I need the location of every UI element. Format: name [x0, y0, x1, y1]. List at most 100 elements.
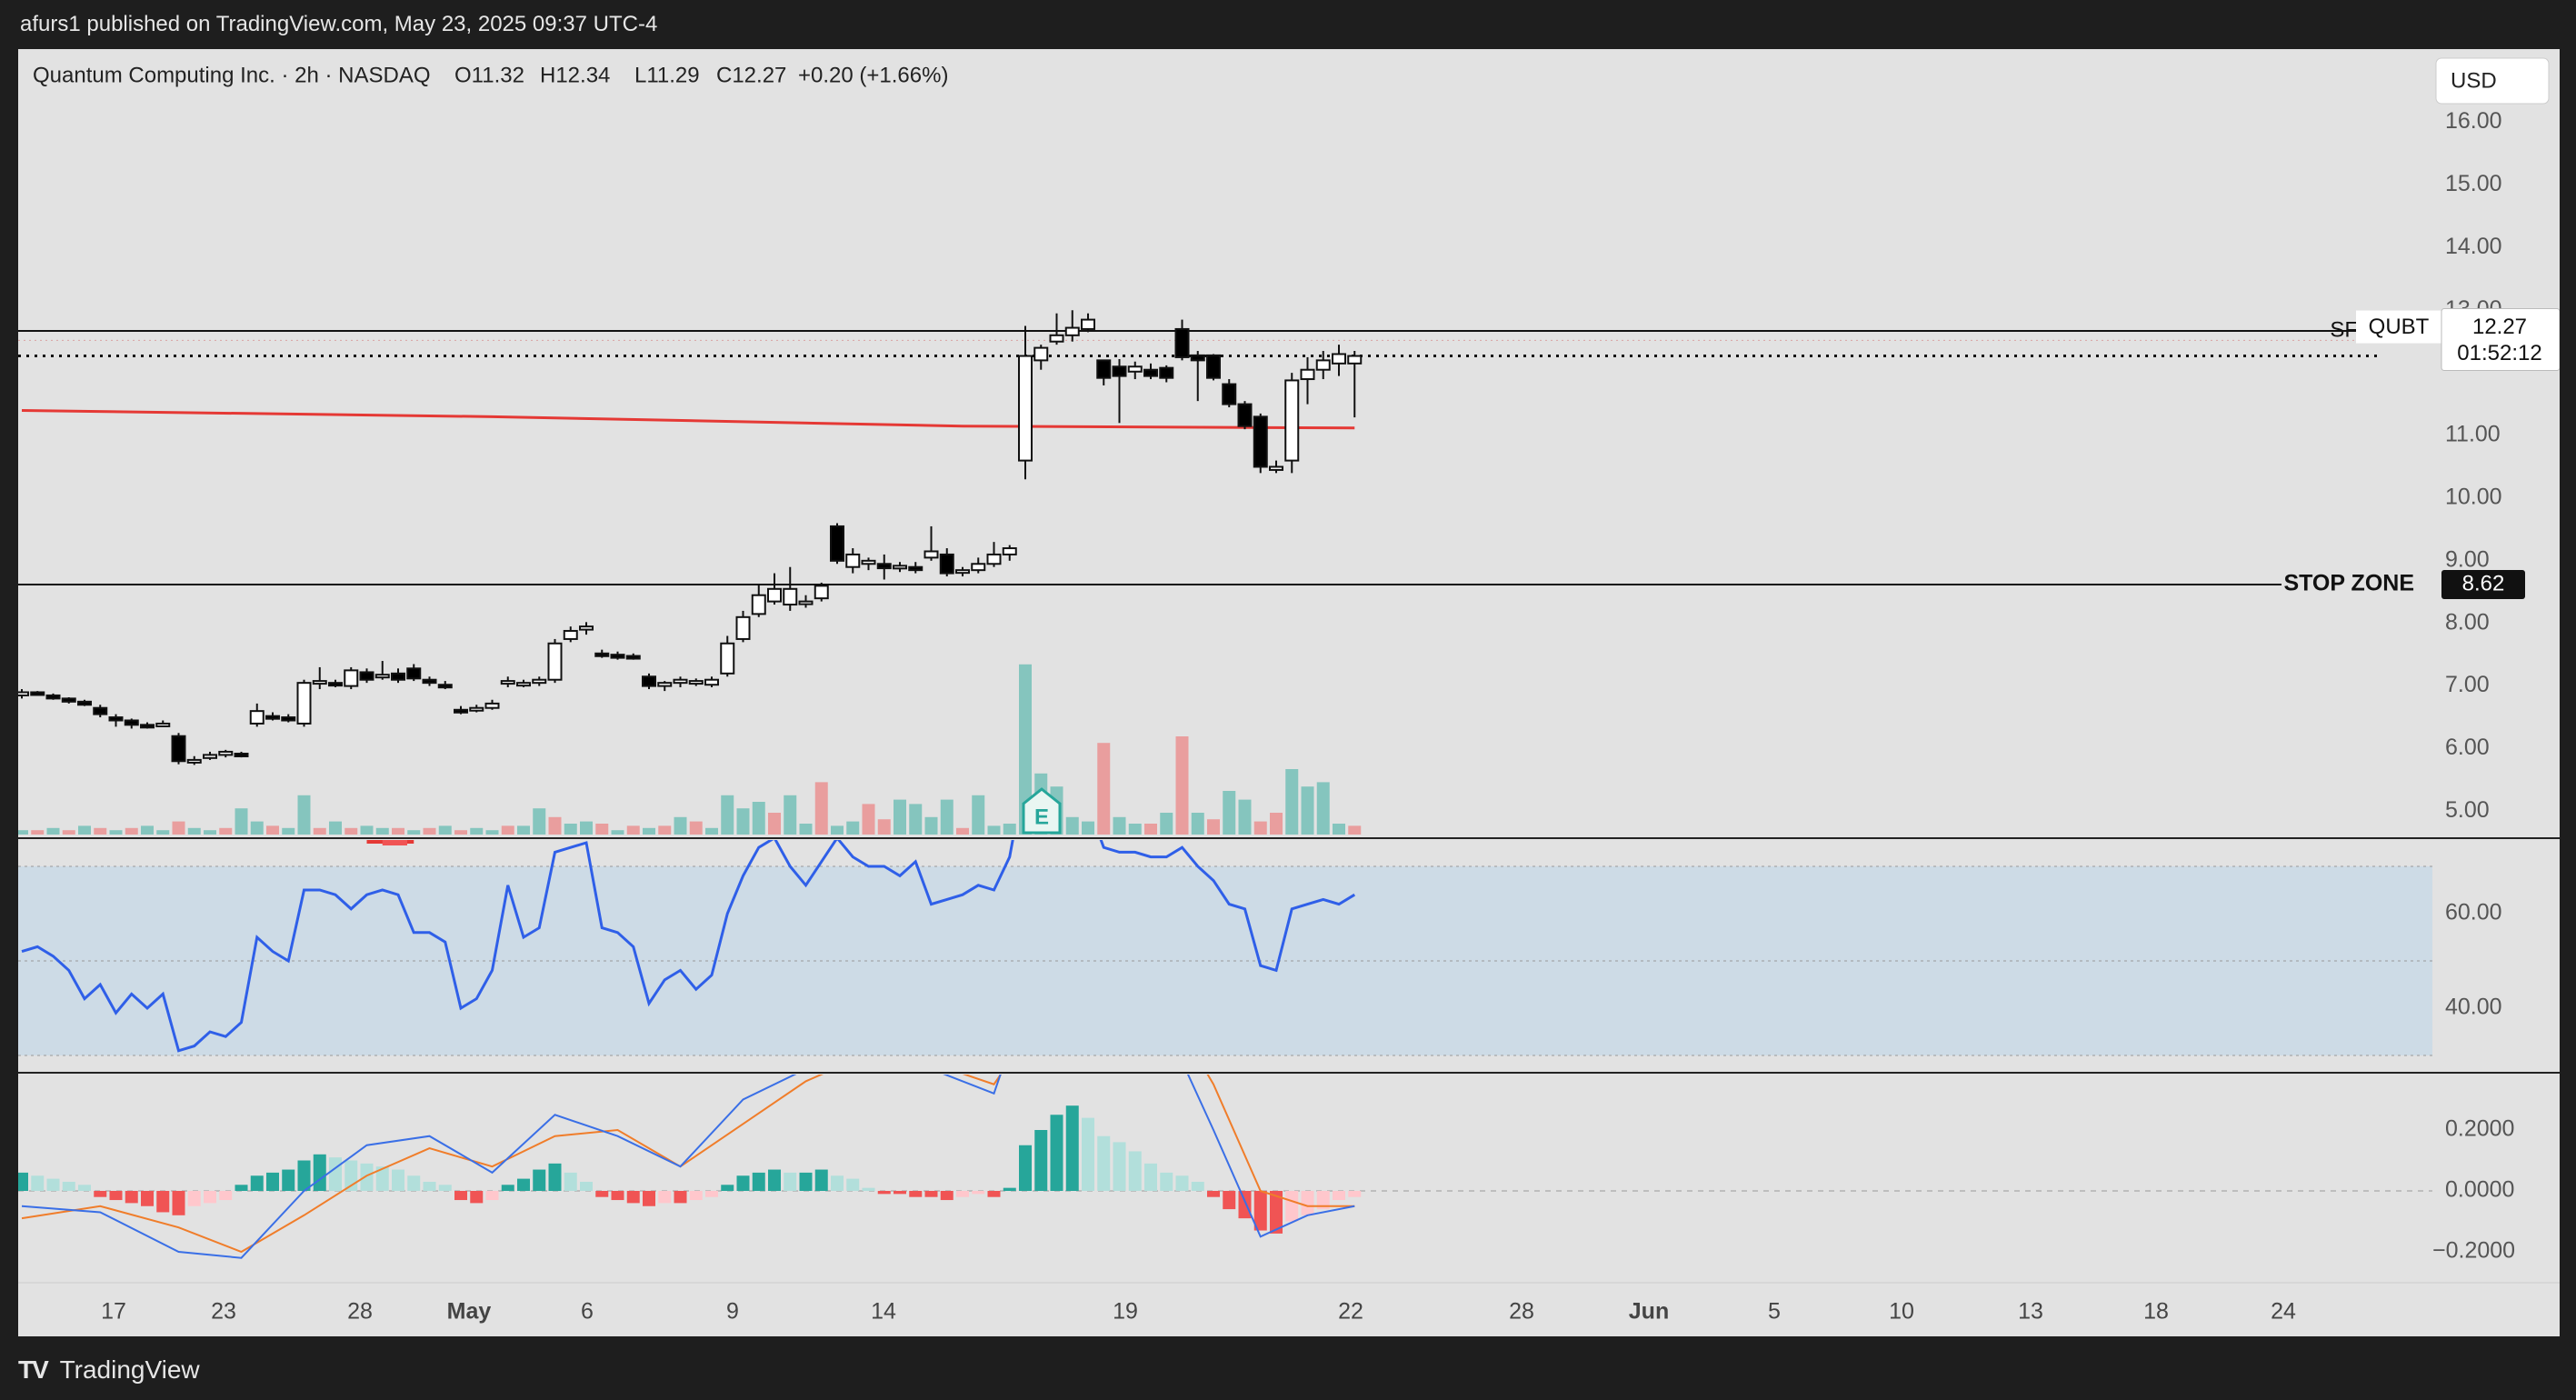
chart-svg[interactable]: E Quantum Computing Inc. · 2h · NASDAQ O11… — [18, 49, 2560, 1336]
macd-histogram-bar — [894, 1191, 906, 1195]
macd-histogram-bar — [392, 1169, 404, 1191]
candle-body — [124, 719, 139, 726]
time-axis-label: 6 — [581, 1299, 594, 1325]
candle-body — [1315, 359, 1331, 371]
candle-body — [140, 724, 155, 729]
volume-bar — [831, 825, 844, 835]
macd-histogram-bar — [909, 1191, 923, 1197]
volume-bar — [1082, 821, 1094, 835]
macd-histogram-bar — [924, 1191, 938, 1197]
candle — [830, 523, 844, 565]
macd-histogram-bar — [187, 1191, 201, 1206]
macd-histogram-bar — [564, 1172, 577, 1191]
bar-countdown: 01:52:12 — [2457, 341, 2541, 365]
volume-bar — [360, 825, 374, 835]
candle-body — [1112, 365, 1127, 377]
candle-body — [406, 667, 422, 680]
candle — [783, 566, 798, 611]
macd-histogram-bar — [1333, 1191, 1345, 1201]
volume-bar — [1316, 782, 1330, 835]
rsi-group — [21, 840, 1356, 1053]
time-axis-label: 9 — [726, 1299, 739, 1325]
price-axis-label: 5.00 — [2445, 797, 2490, 823]
candle — [265, 712, 280, 721]
candle-body — [1347, 355, 1363, 365]
candle — [186, 755, 202, 765]
candle — [374, 661, 390, 680]
candle-body — [625, 655, 641, 660]
candle — [61, 697, 76, 704]
candle-body — [1206, 354, 1221, 379]
candle-body — [610, 654, 625, 659]
tradingview-logo-icon[interactable]: TV — [18, 1355, 49, 1384]
candle — [469, 705, 484, 713]
macd-histogram-bar — [31, 1175, 45, 1191]
volume-bar — [62, 830, 75, 835]
macd-histogram-bar — [46, 1178, 60, 1191]
candle-body — [1174, 327, 1190, 358]
volume-bar — [125, 827, 138, 835]
currency-button — [2435, 57, 2550, 105]
time-axis-label: 14 — [871, 1299, 896, 1325]
candle — [751, 585, 766, 617]
time-axis-label: 13 — [2018, 1299, 2043, 1325]
candle — [532, 676, 547, 686]
macd-histogram-bar — [282, 1169, 295, 1191]
candle-body — [924, 550, 939, 559]
volume-bar — [752, 802, 765, 835]
footer-brand[interactable]: TradingView — [59, 1355, 200, 1384]
candle — [93, 705, 108, 718]
volume-bar — [548, 816, 562, 835]
volume-bar — [266, 825, 279, 835]
candle — [234, 751, 249, 758]
candle-body — [971, 563, 986, 572]
volume-bar — [46, 827, 60, 835]
macd-histogram-bar — [705, 1191, 718, 1197]
price-axis-label: 14.00 — [2445, 234, 2502, 259]
candle-body — [642, 675, 656, 687]
volume-bar — [392, 827, 404, 835]
candle-body — [830, 525, 844, 562]
macd-histogram-bar — [689, 1191, 703, 1201]
qubt-price-value: 12.27 — [2472, 315, 2527, 339]
volume-bar — [1003, 824, 1016, 835]
macd-histogram-bar — [1175, 1175, 1189, 1191]
candle-body — [171, 735, 186, 763]
candle-body — [1096, 359, 1112, 379]
chart-background — [18, 49, 2560, 1336]
chart-area[interactable]: E Quantum Computing Inc. · 2h · NASDAQ O11… — [18, 49, 2560, 1336]
macd-histogram-bar — [1082, 1117, 1094, 1191]
stop-zone-price-value: 8.62 — [2462, 571, 2505, 595]
macd-histogram-bar — [784, 1172, 797, 1191]
candle — [140, 722, 155, 729]
candle — [1206, 354, 1221, 381]
volume-bar — [438, 825, 452, 835]
macd-histogram-bar — [1316, 1191, 1330, 1210]
rsi-band — [18, 866, 2432, 1055]
candle — [296, 679, 312, 727]
publisher-bar: afurs1 published on TradingView.com, May… — [0, 0, 2576, 49]
candle — [344, 666, 359, 690]
macd-histogram-bar — [721, 1185, 734, 1191]
candle-body — [203, 754, 217, 759]
candle-body — [45, 694, 61, 700]
volume-bar — [1065, 816, 1079, 835]
time-axis-label: 10 — [1889, 1299, 1914, 1325]
macd-histogram-bar — [626, 1191, 640, 1204]
volume-bar — [909, 804, 923, 835]
candle-body — [265, 715, 280, 720]
candle-body — [908, 565, 924, 572]
volume-bar — [533, 808, 546, 835]
candle-body — [814, 585, 829, 600]
candle — [735, 610, 751, 643]
volume-bar — [407, 830, 421, 835]
volume-bar — [485, 830, 499, 835]
macd-histogram-bar — [109, 1191, 123, 1201]
candle — [1033, 345, 1049, 370]
candle-body — [281, 716, 296, 722]
macd-histogram-bar — [375, 1166, 389, 1191]
macd-histogram-bar — [454, 1191, 467, 1201]
candle-body — [955, 569, 970, 575]
rsi-line — [21, 840, 1356, 1053]
volume-bar — [1270, 813, 1283, 835]
